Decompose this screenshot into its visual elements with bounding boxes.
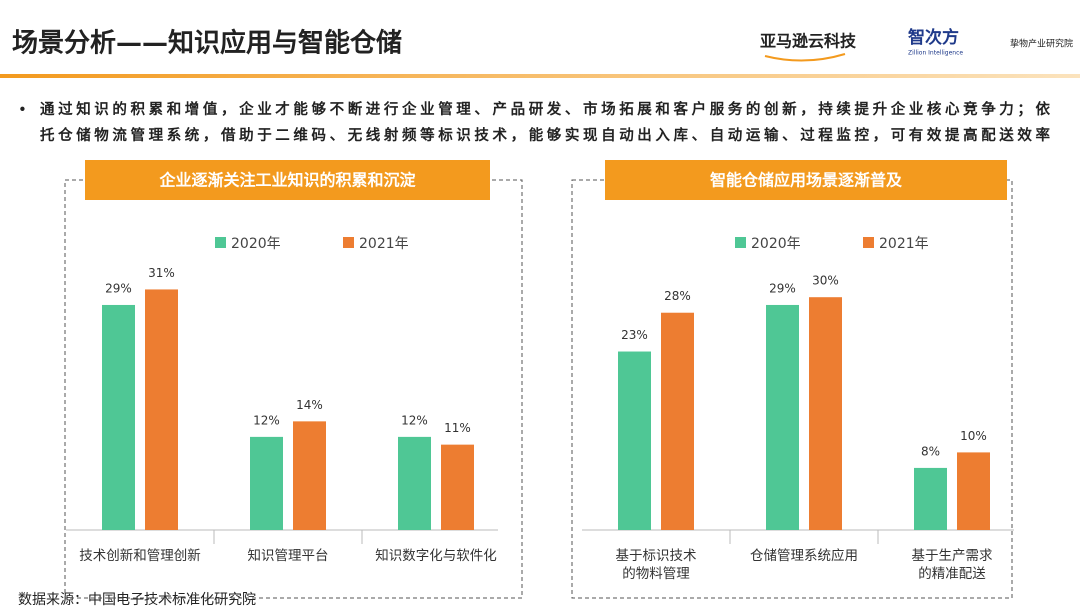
logo: 挚物产业研究院 xyxy=(1010,38,1073,50)
logo: 智次方 xyxy=(908,27,959,48)
bar xyxy=(293,421,326,530)
legend-label: 2021年 xyxy=(879,236,929,252)
logo: 亚马逊云科技 xyxy=(760,32,857,51)
legend-swatch xyxy=(863,237,874,248)
value-label: 14% xyxy=(296,398,323,412)
value-label: 30% xyxy=(812,274,839,288)
x-tick-label: 知识管理平台 xyxy=(248,547,329,564)
bar xyxy=(766,304,799,530)
legend-swatch xyxy=(215,237,226,248)
logo: Zillion Intelligence xyxy=(908,50,963,57)
bullet-text: 通过知识的积累和增值，企业才能够不断进行企业管理、产品研发、市场拓展和客户服务的… xyxy=(40,100,1051,118)
source: 数据来源：中国电子技术标准化研究院 xyxy=(18,592,256,608)
value-label: 31% xyxy=(148,266,175,280)
bullet-dot: • xyxy=(18,101,27,119)
legend-label: 2020年 xyxy=(231,236,281,252)
legend-swatch xyxy=(735,237,746,248)
legend-swatch xyxy=(343,237,354,248)
logo-mark xyxy=(764,53,846,62)
value-label: 29% xyxy=(105,281,132,295)
x-tick-label: 知识数字化与软件化 xyxy=(375,547,497,564)
value-label: 8% xyxy=(921,444,940,458)
bar xyxy=(398,436,431,530)
x-tick-label: 仓储管理系统应用 xyxy=(750,547,858,564)
value-label: 11% xyxy=(444,421,471,435)
value-label: 12% xyxy=(401,413,428,427)
bar xyxy=(957,452,990,530)
chart-frame xyxy=(64,179,523,599)
header-rule xyxy=(0,74,1080,78)
value-label: 23% xyxy=(621,328,648,342)
slide-title: 场景分析——知识应用与智能仓储 xyxy=(12,28,402,59)
chart-header xyxy=(85,160,490,200)
bar xyxy=(661,312,694,530)
x-tick-label: 基于生产需求 xyxy=(912,547,993,564)
x-tick-label: 的精准配送 xyxy=(918,566,986,582)
bar xyxy=(809,297,842,530)
value-label: 29% xyxy=(769,281,796,295)
bullet-text: 托仓储物流管理系统，借助于二维码、无线射频等标识技术，能够实现自动出入库、自动运… xyxy=(40,126,1051,144)
bar xyxy=(102,304,135,530)
value-label: 10% xyxy=(960,429,987,443)
value-label: 28% xyxy=(664,289,691,303)
bar xyxy=(250,436,283,530)
x-tick-label: 技术创新和管理创新 xyxy=(79,548,201,564)
bar xyxy=(618,351,651,530)
legend-label: 2021年 xyxy=(359,236,409,252)
chart-title: 智能仓储应用场景逐渐普及 xyxy=(710,171,903,190)
chart-header xyxy=(605,160,1007,200)
bar xyxy=(441,444,474,530)
bar xyxy=(914,467,947,530)
chart-title: 企业逐渐关注工业知识的积累和沉淀 xyxy=(158,171,416,190)
x-tick-label: 基于标识技术 xyxy=(616,547,697,564)
x-tick-label: 的物料管理 xyxy=(622,566,690,582)
bar xyxy=(145,289,178,530)
legend-label: 2020年 xyxy=(751,236,801,252)
value-label: 12% xyxy=(253,413,280,427)
